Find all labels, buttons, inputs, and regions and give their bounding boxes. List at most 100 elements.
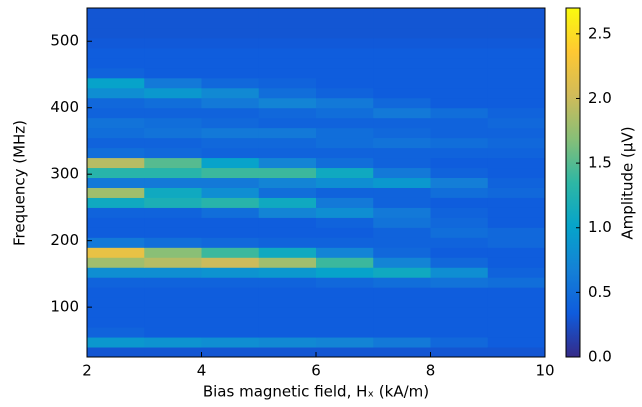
heatmap-cell: [487, 177, 546, 188]
heatmap-cell: [316, 167, 374, 179]
heatmap-cell: [373, 77, 431, 89]
heatmap-cell: [430, 47, 489, 59]
heatmap-cell: [144, 257, 202, 268]
heatmap-cell: [201, 307, 260, 318]
heatmap-cell: [316, 27, 374, 39]
heatmap-cell: [316, 197, 374, 208]
heatmap-cell: [144, 8, 202, 19]
heatmap-cell: [87, 27, 145, 39]
heatmap-cell: [201, 137, 260, 149]
heatmap-cell: [144, 217, 202, 228]
heatmap-cell: [430, 287, 489, 298]
heatmap-cell: [316, 177, 374, 188]
heatmap-cell: [430, 237, 489, 248]
heatmap-cell: [87, 97, 145, 109]
heatmap-cell: [144, 277, 202, 288]
heatmap-cell: [258, 117, 317, 129]
heatmap-cell: [373, 27, 431, 39]
y-tick-label: 400: [50, 98, 79, 116]
heatmap-cell: [373, 87, 431, 99]
heatmap-cell: [144, 187, 202, 198]
heatmap-cell: [201, 117, 260, 129]
heatmap-cell: [258, 297, 317, 308]
heatmap-cell: [201, 157, 260, 169]
heatmap-cell: [201, 177, 260, 188]
heatmap-cell: [373, 117, 431, 129]
heatmap-cell: [316, 57, 374, 69]
heatmap-cell: [487, 217, 546, 228]
heatmap-cell: [258, 127, 317, 139]
heatmap-cell: [87, 307, 145, 318]
heatmap-cell: [201, 8, 260, 19]
heatmap-cell: [373, 47, 431, 59]
heatmap-cell: [373, 207, 431, 218]
heatmap-cell: [144, 177, 202, 188]
heatmap-cell: [373, 67, 431, 79]
heatmap-cell: [487, 227, 546, 238]
heatmap-cell: [144, 47, 202, 59]
heatmap-cell: [316, 47, 374, 59]
heatmap-cell: [201, 337, 260, 348]
heatmap-cell: [87, 37, 145, 49]
heatmap-cell: [87, 8, 145, 19]
heatmap-cell: [430, 127, 489, 139]
heatmap-cell: [430, 297, 489, 308]
heatmap-cell: [430, 267, 489, 278]
heatmap-cell: [316, 97, 374, 109]
heatmap-cell: [316, 317, 374, 328]
heatmap-cell: [373, 347, 431, 358]
heatmap-cell: [373, 127, 431, 139]
heatmap-cell: [373, 327, 431, 338]
heatmap-cell: [144, 127, 202, 139]
heatmap-cell: [258, 307, 317, 318]
heatmap-cell: [201, 217, 260, 228]
heatmap-cell: [316, 187, 374, 198]
heatmap-cell: [487, 317, 546, 328]
heatmap-cell: [144, 267, 202, 278]
colorbar-tick-label: 2.5: [588, 24, 612, 42]
heatmap-cell: [430, 77, 489, 89]
heatmap-cell: [258, 77, 317, 89]
heatmap-cell: [258, 27, 317, 39]
heatmap-cell: [430, 187, 489, 198]
heatmap-cell: [201, 17, 260, 29]
heatmap-cell: [144, 227, 202, 238]
heatmap-cell: [144, 247, 202, 258]
heatmap-cell: [487, 127, 546, 139]
heatmap-cell: [144, 117, 202, 129]
heatmap-cell: [430, 137, 489, 149]
heatmap-cell: [258, 37, 317, 49]
x-tick-label: 8: [426, 362, 436, 380]
heatmap-cell: [258, 8, 317, 19]
heatmap-cell: [316, 77, 374, 89]
heatmap-cell: [201, 57, 260, 69]
colorbar-tick-label: 1.5: [588, 154, 612, 172]
heatmap-cell: [373, 8, 431, 19]
x-tick-label: 2: [82, 362, 92, 380]
heatmap-cell: [201, 287, 260, 298]
heatmap-cell: [430, 147, 489, 159]
heatmap-cell: [487, 47, 546, 59]
heatmap-cell: [373, 277, 431, 288]
heatmap-cell: [201, 147, 260, 159]
heatmap-cell: [87, 147, 145, 159]
heatmap-cell: [316, 227, 374, 238]
heatmap-cell: [487, 347, 546, 358]
heatmap-cell: [144, 307, 202, 318]
heatmap-cell: [258, 87, 317, 99]
heatmap-cell: [373, 237, 431, 248]
heatmap-cell: [144, 17, 202, 29]
heatmap-cell: [258, 17, 317, 29]
heatmap-cell: [144, 107, 202, 119]
heatmap-cell: [201, 277, 260, 288]
heatmap-cell: [430, 117, 489, 129]
heatmap-cell: [430, 277, 489, 288]
heatmap-cell: [487, 17, 546, 29]
heatmap-cell: [316, 37, 374, 49]
heatmap-cell: [487, 27, 546, 39]
heatmap-cell: [201, 237, 260, 248]
heatmap-cell: [373, 147, 431, 159]
heatmap-cell: [258, 267, 317, 278]
y-tick-label: 300: [50, 165, 79, 183]
heatmap-cell: [316, 147, 374, 159]
